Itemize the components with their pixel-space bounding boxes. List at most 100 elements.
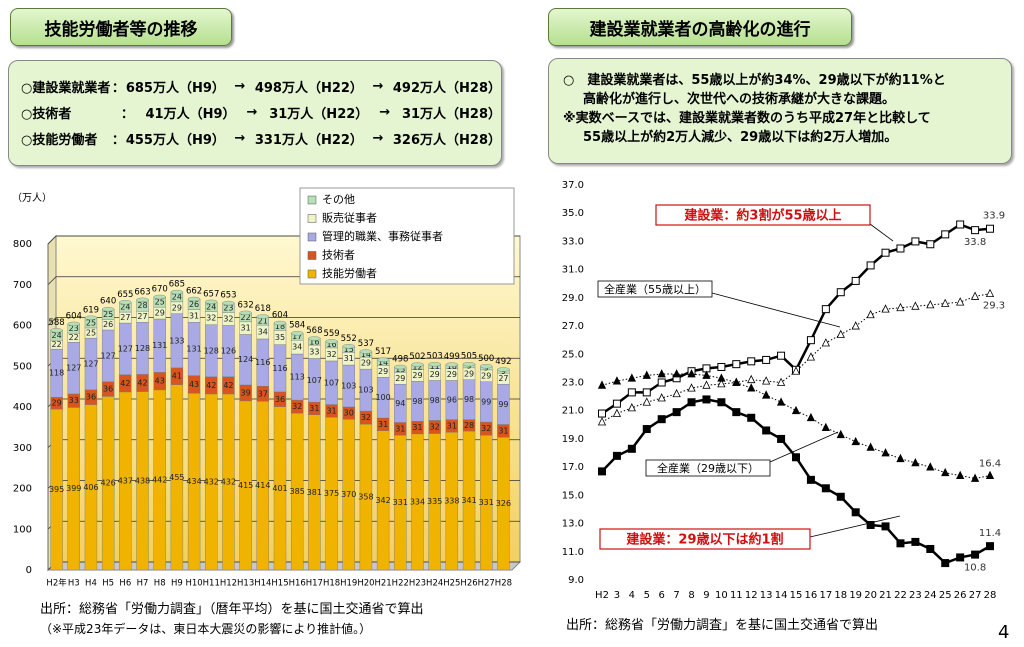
segment-label: 41 [172,372,182,381]
segment-label: 39 [241,388,251,397]
segment-label: 127 [83,360,98,369]
segment-label: 34 [258,328,268,337]
bar-top [325,339,338,344]
segment-label: 36 [103,385,113,394]
marker [747,357,756,366]
x-tick-label: 17 [819,590,832,601]
marker [776,377,786,386]
segment-label: 36 [86,393,96,402]
bar-top [187,296,201,302]
marker [881,448,890,457]
marker [792,453,800,462]
segment-label: 23 [69,324,79,333]
y-tick-label: 15.0 [562,490,584,501]
marker [747,413,756,422]
total-label: 653 [220,291,236,301]
segment-label: 31 [344,354,354,363]
legend-label: その他 [322,193,355,206]
bar-top [308,336,321,341]
marker [881,522,890,531]
segment-label: 415 [238,481,253,490]
segment-label: 43 [155,377,165,386]
segment-label: 31 [412,423,422,432]
callout-box [599,528,811,550]
segment-label: 25 [103,310,113,319]
marker [821,338,830,347]
y-tick-label: 500 [13,361,32,372]
total-label: 670 [152,284,168,294]
total-label: 657 [203,289,219,299]
segment-label: 35 [275,333,285,342]
segment-label: 32 [326,350,336,359]
x-tick-label: H26 [460,579,477,589]
summary-cell: 331万人（H22） [254,132,363,148]
summary-line: ○ 建設業就業者は、55歳以上が約34%、29歳以下が約11%と [563,73,946,88]
segment-label: 43 [189,380,199,389]
marker [702,395,711,404]
marker [777,434,786,443]
segment-label: 31 [498,426,508,435]
y-tick-label: 37.0 [562,180,584,191]
marker [821,484,830,493]
segment-label: 11 [430,362,440,371]
summary-cell: 326万人（H28） [392,132,501,148]
segment-label: 32 [481,424,491,433]
segment-label: 29 [447,370,457,379]
marker [791,366,801,375]
segment-label: 22 [69,333,79,342]
marker [806,352,816,361]
x-tick-label: 23 [909,590,922,601]
segment-label: 438 [135,476,150,485]
total-label: 604 [66,311,82,321]
legend-swatch [307,232,317,242]
segment-label: 21 [258,316,268,325]
segment-label: 25 [86,318,96,327]
total-label: 619 [83,305,99,315]
marker [851,276,860,285]
bar-top [136,297,149,303]
y-tick-label: 800 [13,239,32,250]
segment-label: 18 [275,322,285,331]
segment-label: 432 [221,477,236,486]
x-tick-label: 11 [730,590,743,601]
total-label: 498 [392,355,408,365]
segment-label: 14 [361,350,371,359]
marker [986,224,994,233]
marker [866,309,875,319]
y-tick-label: 25.0 [562,349,584,360]
marker [911,301,920,310]
marker [657,393,666,402]
segment-label: 334 [410,497,425,506]
marker [956,220,965,229]
segment-label: 426 [101,479,116,488]
total-label: 502 [409,352,425,362]
marker [642,397,651,406]
segment-label: 25 [155,298,165,307]
x-tick-label: H2年 [46,578,67,589]
marker [836,329,845,338]
summary-cell: → [234,130,246,146]
x-tick-label: H5 [102,579,114,589]
x-tick-label: 6 [659,590,665,601]
segment-label: 29 [481,371,491,380]
marker [597,417,607,426]
marker [941,230,950,239]
y-tick-label: 13.0 [562,519,584,530]
bar-top [445,362,459,367]
segment-label: 127 [66,364,81,373]
segment-label: 116 [255,358,270,367]
segment-label: 29 [51,399,61,408]
x-tick-label: 18 [834,590,847,601]
bar-top [376,357,390,362]
segment-label: 128 [135,344,150,353]
summary-line: 高齢化が進行し、次世代への技術承継が大きな課題。 [583,92,896,107]
y-tick-label: 33.0 [562,236,584,247]
segment-label: 131 [152,341,167,350]
marker [776,397,786,406]
callout-leader [711,292,841,328]
marker [732,377,741,386]
value-label: 11.4 [979,528,1001,539]
bar-top [67,321,80,327]
segment-label: 22 [241,313,251,322]
segment-label: 98 [430,396,440,405]
